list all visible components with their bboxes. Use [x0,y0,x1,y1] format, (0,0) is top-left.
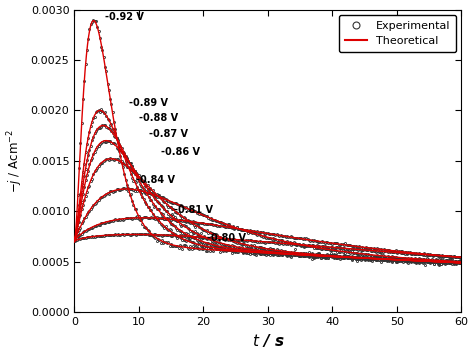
Legend: Experimental, Theoretical: Experimental, Theoretical [339,15,456,52]
Text: -0.81 V: -0.81 V [174,205,213,215]
Text: -0.86 V: -0.86 V [162,147,201,157]
X-axis label: $t$ / s: $t$ / s [252,332,284,349]
Y-axis label: $-j$ / Acm$^{-2}$: $-j$ / Acm$^{-2}$ [6,129,25,193]
Text: -0.84 V: -0.84 V [136,175,174,185]
Text: -0.88 V: -0.88 V [139,114,178,124]
Text: -0.89 V: -0.89 V [129,98,168,108]
Text: -0.87 V: -0.87 V [148,129,188,138]
Text: -0.80 V: -0.80 V [207,234,246,244]
Text: -0.92 V: -0.92 V [105,12,144,22]
